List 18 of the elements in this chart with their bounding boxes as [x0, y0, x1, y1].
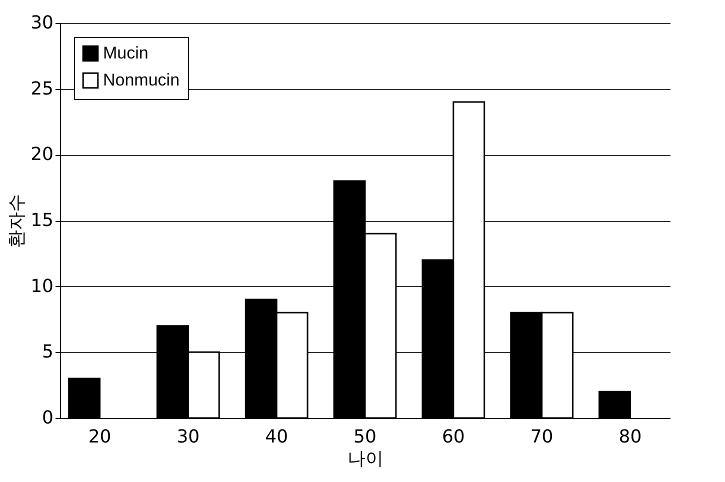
- x-tick-label: 30: [176, 426, 200, 448]
- legend-label: Mucin: [103, 44, 148, 62]
- y-tick-label: 25: [30, 78, 54, 100]
- x-tick-label: 50: [354, 426, 376, 448]
- legend-label: Nonmucin: [103, 70, 180, 90]
- y-tick-label: 20: [30, 144, 54, 166]
- y-tick-label: 10: [30, 276, 54, 297]
- x-tick-label: 60: [442, 426, 465, 448]
- x-tick-label: 20: [88, 426, 112, 448]
- y-tick-label: 15: [30, 210, 54, 231]
- y-axis-title: 환자수: [6, 194, 28, 248]
- x-tick-label: 70: [530, 426, 554, 448]
- x-tick-label: 80: [618, 426, 642, 448]
- x-tick-label: 40: [265, 426, 288, 448]
- y-tick-label: 0: [42, 408, 54, 428]
- y-tick-label: 5: [42, 342, 54, 363]
- y-tick-label: 30: [30, 12, 54, 34]
- x-axis-title: 나이: [348, 448, 384, 470]
